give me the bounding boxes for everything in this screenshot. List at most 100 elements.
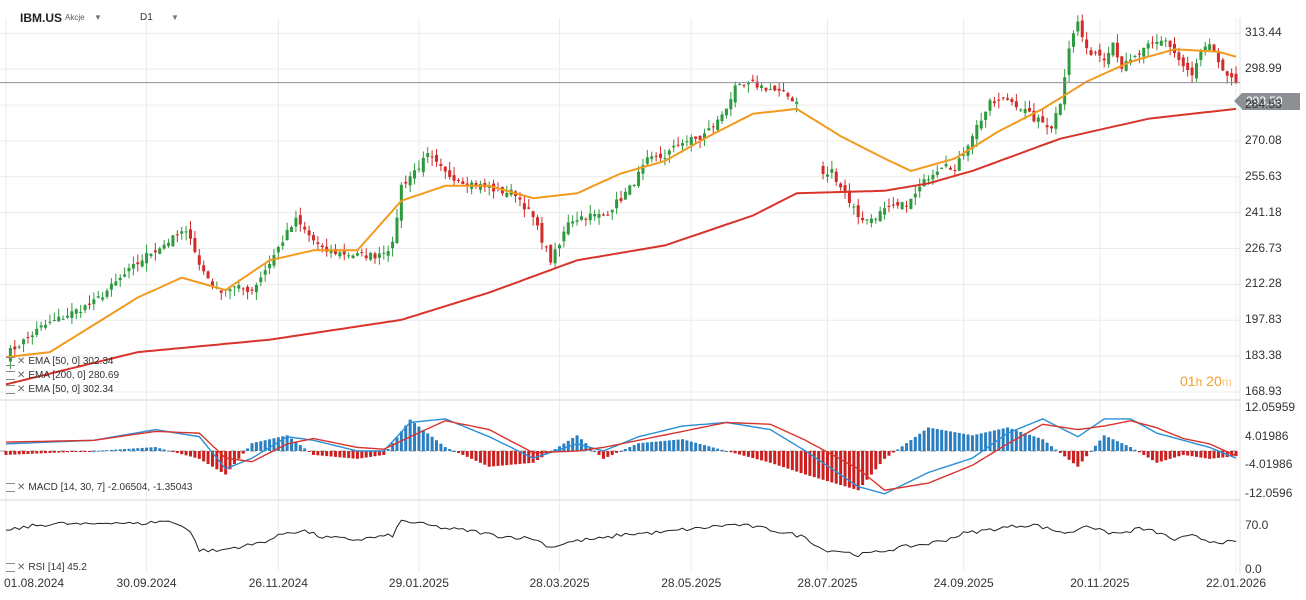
macd-histogram-bar <box>584 443 588 451</box>
timeframe-selector[interactable]: D1 <box>140 12 153 23</box>
timeframe-dropdown-icon[interactable]: ▼ <box>171 13 179 22</box>
macd-histogram-bar <box>74 451 78 452</box>
candle-body <box>663 157 667 159</box>
macd-histogram-bar <box>988 431 992 451</box>
settings-lines-icon[interactable] <box>6 356 15 366</box>
close-icon[interactable]: ✕ <box>17 370 26 381</box>
close-icon[interactable]: ✕ <box>17 356 26 367</box>
macd-histogram-bar <box>228 451 232 470</box>
symbol-label[interactable]: IBM.US <box>20 11 62 25</box>
macd-histogram-bar <box>136 448 140 451</box>
ema-200-line <box>5 107 1237 386</box>
macd-histogram-bar <box>1181 451 1185 455</box>
candle-body <box>294 217 298 227</box>
settings-lines-icon[interactable] <box>6 370 15 380</box>
legend-macd[interactable]: ✕ MACD [14, 30, 7] -2.06504, -1.35043 <box>6 482 192 493</box>
settings-lines-icon[interactable] <box>6 384 15 394</box>
macd-histogram-bar <box>940 429 944 451</box>
macd-histogram-bar <box>1041 439 1045 451</box>
macd-histogram-bar <box>237 451 241 459</box>
macd-histogram-bar <box>1019 431 1023 451</box>
macd-histogram-bar <box>935 429 939 451</box>
macd-histogram-bar <box>869 451 873 475</box>
macd-histogram-bar <box>391 443 395 451</box>
legend-ema-50[interactable]: ✕ EMA [50, 0] 302.34 <box>6 356 113 367</box>
candle-body <box>180 231 184 234</box>
close-icon[interactable]: ✕ <box>17 562 26 573</box>
macd-histogram-bar <box>891 451 895 453</box>
candle-body <box>149 253 153 257</box>
macd-histogram-bar <box>118 449 122 451</box>
candle-body <box>962 154 966 156</box>
candle-body <box>1199 50 1203 60</box>
candle-body <box>944 164 948 167</box>
macd-histogram-bar <box>210 451 214 467</box>
candle-body <box>654 155 658 157</box>
candle-body <box>571 221 575 224</box>
candle-body <box>171 235 175 247</box>
macd-histogram-bar <box>360 451 364 459</box>
candle-body <box>746 82 750 85</box>
candle-body <box>764 87 768 91</box>
settings-lines-icon[interactable] <box>6 562 15 572</box>
macd-histogram-bar <box>922 430 926 451</box>
candle-body <box>52 320 56 322</box>
legend-rsi[interactable]: ✕ RSI [14] 45.2 <box>6 562 87 573</box>
candle-body <box>118 277 122 280</box>
macd-histogram-bar <box>821 451 825 480</box>
candle-body <box>426 153 430 158</box>
candle-body <box>465 183 469 186</box>
close-icon[interactable]: ✕ <box>17 384 26 395</box>
candle-body <box>184 231 188 233</box>
macd-histogram-bar <box>755 451 759 460</box>
candle-body <box>847 190 851 203</box>
candle-body <box>755 81 759 88</box>
candle-body <box>382 252 386 254</box>
macd-histogram-bar <box>1085 451 1089 457</box>
candle-body <box>439 163 443 167</box>
candle-body <box>883 208 887 215</box>
ema-50-line <box>5 48 1237 359</box>
macd-histogram-bar <box>1115 441 1119 451</box>
macd-histogram-bar <box>760 451 764 461</box>
macd-histogram-bar <box>1212 451 1216 459</box>
macd-histogram-bar <box>1129 447 1133 451</box>
candle-body <box>131 264 135 269</box>
macd-histogram-bar <box>17 451 21 455</box>
macd-histogram-bar <box>724 451 728 452</box>
macd-histogram-bar <box>1159 451 1163 462</box>
macd-histogram-bar <box>351 451 355 459</box>
candle-body <box>997 99 1001 101</box>
macd-histogram-bar <box>751 451 755 459</box>
candle-body <box>773 85 777 91</box>
macd-histogram-bar <box>918 433 922 451</box>
candle-body <box>970 135 974 149</box>
macd-histogram-bar <box>57 451 61 453</box>
macd-histogram-bar <box>395 437 399 451</box>
asset-dropdown-icon[interactable]: ▼ <box>94 13 102 22</box>
macd-histogram-bar <box>1216 451 1220 458</box>
candle-body <box>927 179 930 181</box>
macd-histogram-bar <box>320 451 324 456</box>
candle-body <box>461 181 465 185</box>
candle-body <box>579 216 583 220</box>
rsi-line <box>6 519 1237 558</box>
macd-histogram-bar <box>149 447 153 451</box>
legend-ema-200[interactable]: ✕ EMA [200, 0] 280.69 <box>6 370 119 381</box>
close-icon[interactable]: ✕ <box>17 482 26 493</box>
legend-ema-50-second[interactable]: ✕ EMA [50, 0] 302.34 <box>6 384 113 395</box>
candle-body <box>957 158 961 171</box>
settings-lines-icon[interactable] <box>6 482 15 492</box>
candle-body <box>421 157 425 173</box>
y-tick-label: 284.53 <box>1245 97 1282 112</box>
candle-body <box>707 128 711 131</box>
macd-histogram-bar <box>1199 451 1203 458</box>
candle-body <box>839 183 843 188</box>
macd-histogram-bar <box>764 451 768 462</box>
macd-histogram-bar <box>430 436 434 451</box>
candle-body <box>1076 21 1080 32</box>
macd-histogram-bar <box>114 449 118 451</box>
candle-body <box>325 246 329 252</box>
macd-histogram-bar <box>953 432 957 451</box>
